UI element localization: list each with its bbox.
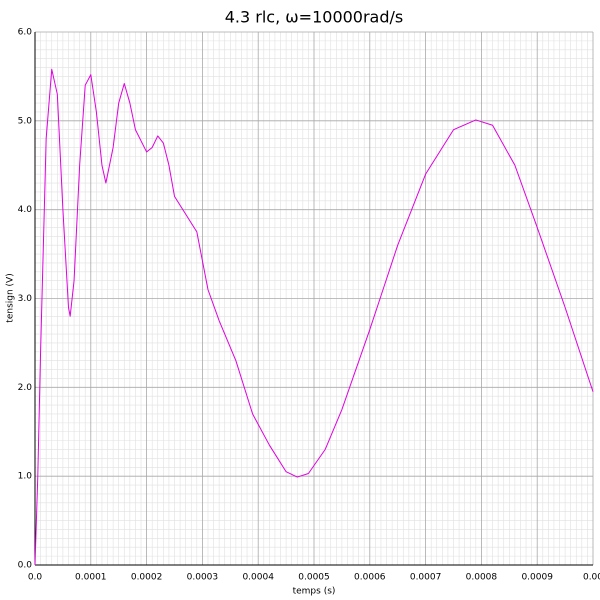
y-tick-label: 2.0	[18, 383, 33, 393]
x-tick-label: 0.0009	[521, 573, 553, 583]
chart-title: 4.3 rlc, ω=10000rad/s	[225, 8, 404, 27]
x-tick-label: 0.0	[28, 573, 43, 583]
x-tick-label: 0.00	[583, 573, 600, 583]
y-axis-label: tensign (V)	[6, 273, 16, 322]
x-tick-label: 0.0006	[354, 573, 386, 583]
y-tick-label: 3.0	[18, 294, 33, 304]
y-tick-label: 1.0	[18, 472, 33, 482]
x-tick-label: 0.0002	[131, 573, 163, 583]
x-axis-label: temps (s)	[293, 587, 336, 597]
x-tick-label: 0.0003	[187, 573, 219, 583]
x-tick-label: 0.0007	[410, 573, 442, 583]
x-tick-label: 0.0001	[75, 573, 107, 583]
y-tick-label: 6.0	[18, 28, 33, 38]
y-tick-label: 5.0	[18, 116, 33, 126]
x-tick-label: 0.0004	[242, 573, 274, 583]
x-tick-label: 0.0008	[466, 573, 498, 583]
x-tick-label: 0.0005	[298, 573, 330, 583]
y-tick-label: 0.0	[18, 561, 33, 571]
y-tick-label: 4.0	[18, 205, 33, 215]
line	[34, 68, 594, 566]
